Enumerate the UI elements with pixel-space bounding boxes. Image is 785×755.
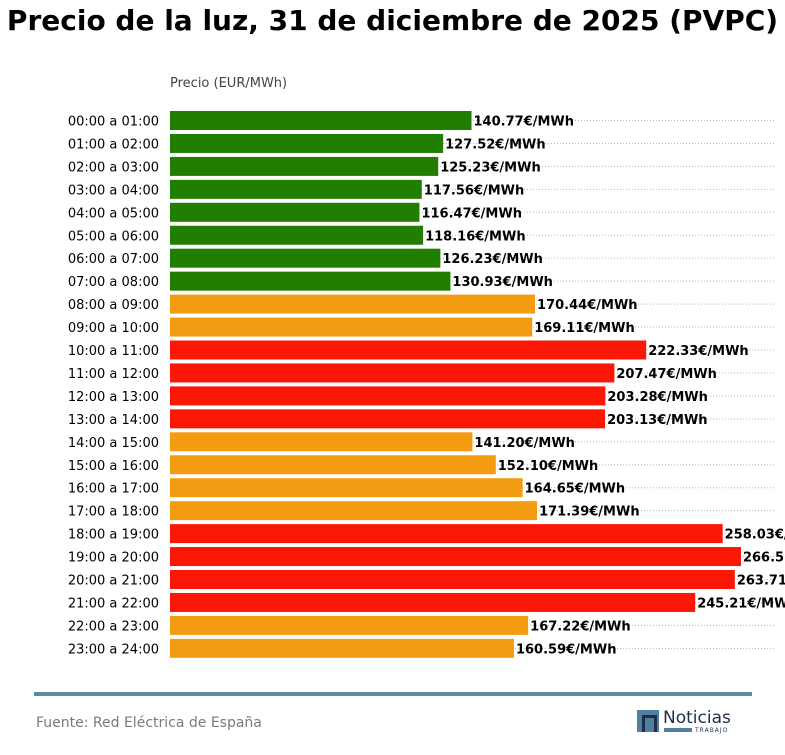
- y-axis-label: Precio (EUR/MWh): [170, 76, 287, 91]
- bar-16: [170, 478, 523, 498]
- value-label-16: 164.65€/MWh: [525, 482, 626, 497]
- value-label-12: 203.28€/MWh: [607, 390, 708, 405]
- bar-10: [170, 340, 647, 360]
- value-label-0: 140.77€/MWh: [474, 115, 575, 130]
- logo-mark-icon: [637, 710, 659, 732]
- gridlines: [170, 120, 774, 649]
- category-tick-23: 23:00 a 24:00: [68, 642, 159, 657]
- bar-22: [170, 615, 529, 635]
- category-tick-20: 20:00 a 21:00: [68, 574, 159, 589]
- category-tick-21: 21:00 a 22:00: [68, 596, 159, 611]
- value-label-21: 245.21€/MWh: [697, 596, 785, 611]
- bar-0: [170, 111, 472, 130]
- bar-1: [170, 133, 444, 153]
- value-label-10: 222.33€/MWh: [648, 344, 749, 359]
- value-label-18: 258.03€/MWh: [725, 528, 785, 543]
- value-label-20: 263.71€/MWh: [737, 574, 785, 589]
- category-ticks: 00:00 a 01:00 01:00 a 02:00 02:00 a 03:00 0…: [68, 115, 159, 658]
- bar-3: [170, 179, 422, 199]
- category-tick-1: 01:00 a 02:00: [68, 137, 159, 152]
- footer-divider: [34, 692, 752, 696]
- category-tick-18: 18:00 a 19:00: [68, 528, 159, 543]
- bar-20: [170, 570, 735, 589]
- logo-wordmark: Noticias: [663, 708, 731, 728]
- value-labels: 140.77€/MWh 127.52€/MWh 125.23€/MWh 117.56€…: [421, 115, 785, 658]
- bar-17: [170, 501, 538, 521]
- bar-13: [170, 409, 606, 429]
- value-label-2: 125.23€/MWh: [440, 160, 541, 175]
- category-tick-4: 04:00 a 05:00: [68, 206, 159, 221]
- category-tick-15: 15:00 a 16:00: [68, 459, 159, 474]
- source-note: Fuente: Red Eléctrica de España: [36, 715, 262, 731]
- category-tick-12: 12:00 a 13:00: [68, 390, 159, 405]
- bar-19: [170, 547, 741, 567]
- chart-title: Precio de la luz, 31 de diciembre de 202…: [6, 4, 779, 37]
- bar-11: [170, 363, 615, 383]
- bar-5: [170, 225, 424, 245]
- bar-7: [170, 271, 451, 291]
- category-tick-9: 09:00 a 10:00: [68, 321, 159, 336]
- bar-9: [170, 317, 533, 337]
- category-tick-0: 00:00 a 01:00: [68, 115, 159, 130]
- category-tick-6: 06:00 a 07:00: [68, 252, 159, 267]
- bar-4: [170, 202, 420, 222]
- logo-underline: [664, 728, 692, 732]
- category-tick-2: 02:00 a 03:00: [68, 160, 159, 175]
- category-tick-3: 03:00 a 04:00: [68, 183, 159, 198]
- bar-18: [170, 524, 723, 544]
- logo-subtitle: TRABAJO: [695, 727, 729, 734]
- value-label-4: 116.47€/MWh: [421, 206, 522, 221]
- bars: [170, 111, 741, 658]
- value-label-14: 141.20€/MWh: [474, 436, 574, 451]
- bar-12: [170, 386, 606, 406]
- value-label-23: 160.59€/MWh: [516, 642, 617, 657]
- bar-14: [170, 432, 473, 452]
- value-label-1: 127.52€/MWh: [445, 137, 546, 152]
- category-tick-17: 17:00 a 18:00: [68, 505, 159, 520]
- bar-21: [170, 592, 696, 612]
- bar-15: [170, 455, 496, 475]
- value-label-3: 117.56€/MWh: [424, 183, 525, 198]
- bar-23: [170, 638, 514, 658]
- category-tick-14: 14:00 a 15:00: [68, 436, 159, 451]
- category-tick-7: 07:00 a 08:00: [68, 275, 159, 290]
- category-tick-13: 13:00 a 14:00: [68, 413, 159, 428]
- category-tick-22: 22:00 a 23:00: [68, 619, 159, 634]
- value-label-13: 203.13€/MWh: [607, 413, 708, 428]
- category-tick-8: 08:00 a 09:00: [68, 298, 159, 313]
- value-label-11: 207.47€/MWh: [616, 367, 717, 382]
- value-label-15: 152.10€/MWh: [498, 459, 599, 474]
- bar-6: [170, 248, 441, 268]
- bar-8: [170, 294, 536, 314]
- value-label-17: 171.39€/MWh: [539, 505, 640, 520]
- noticias-trabajo-logo[interactable]: Noticias TRABAJO: [637, 708, 737, 735]
- category-tick-5: 05:00 a 06:00: [68, 229, 159, 244]
- bar-chart: Precio (EUR/MWh) 00:00 a 01:00 01:00 a 02…: [68, 76, 785, 658]
- category-tick-10: 10:00 a 11:00: [68, 344, 159, 359]
- category-tick-11: 11:00 a 12:00: [68, 367, 159, 382]
- value-label-5: 118.16€/MWh: [425, 229, 526, 244]
- value-label-9: 169.11€/MWh: [534, 321, 635, 336]
- value-label-19: 266.58€/MWh: [743, 551, 785, 566]
- category-tick-19: 19:00 a 20:00: [68, 551, 159, 566]
- value-label-8: 170.44€/MWh: [537, 298, 638, 313]
- bar-2: [170, 156, 439, 176]
- category-tick-16: 16:00 a 17:00: [68, 482, 159, 497]
- value-label-6: 126.23€/MWh: [442, 252, 543, 267]
- value-label-22: 167.22€/MWh: [530, 619, 631, 634]
- value-label-7: 130.93€/MWh: [452, 275, 553, 290]
